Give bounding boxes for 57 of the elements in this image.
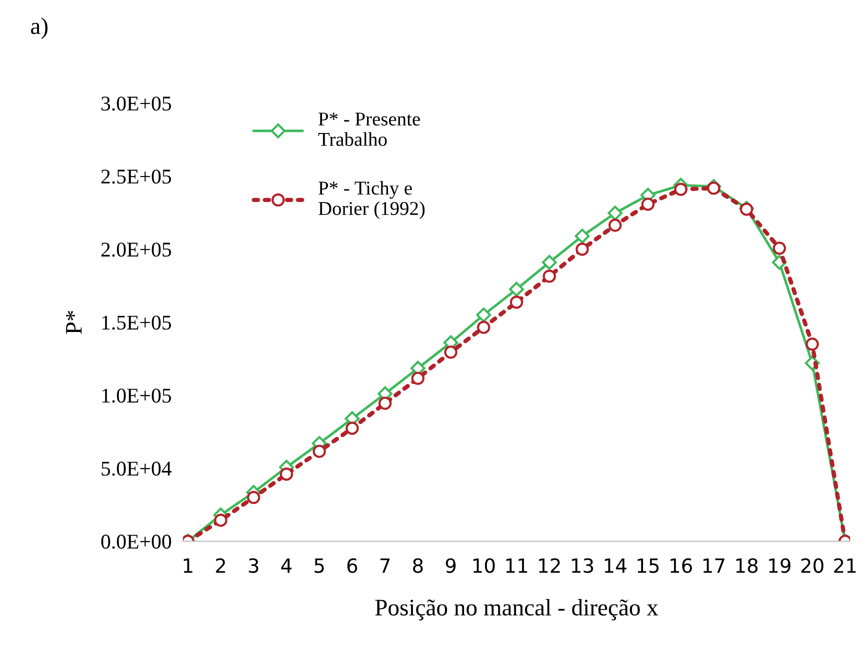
legend-label: P* - Presente Trabalho <box>318 112 420 146</box>
x-tick-label: 5 <box>314 558 324 573</box>
y-tick-label: 0.0E+00 <box>101 534 172 549</box>
x-tick-label: 14 <box>604 558 626 573</box>
point <box>674 182 688 196</box>
point <box>608 218 622 232</box>
point <box>576 242 589 256</box>
point <box>247 490 260 504</box>
x-tick-label: 10 <box>473 558 495 573</box>
x-tick-label: 16 <box>670 558 692 573</box>
x-tick-label: 11 <box>506 558 528 573</box>
y-axis-title: P* <box>66 310 82 334</box>
point <box>378 396 392 410</box>
legend-label: P* - Tichy e Dorier (1992) <box>318 181 425 220</box>
point <box>346 422 359 435</box>
point <box>542 270 556 283</box>
y-tick-label: 2.5E+05 <box>101 170 172 184</box>
point <box>574 228 590 244</box>
x-tick-label: 19 <box>769 558 790 573</box>
point <box>542 254 557 270</box>
point <box>444 346 458 359</box>
x-tick-label: 17 <box>703 558 724 573</box>
point <box>740 202 754 216</box>
point <box>509 282 524 297</box>
x-tick-label: 12 <box>539 558 560 573</box>
x-tick-label: 15 <box>638 558 659 573</box>
point <box>476 308 492 322</box>
x-tick-label: 8 <box>413 558 423 573</box>
y-tick-label: 2.0E+05 <box>101 242 172 257</box>
y-tick-label: 1.0E+05 <box>102 388 172 403</box>
y-tick-label: 3.0E+05 <box>101 96 172 111</box>
point <box>214 514 228 527</box>
point <box>806 338 819 351</box>
x-tick-label: 20 <box>801 558 824 573</box>
point <box>707 182 720 195</box>
x-axis-title: Posição no mancal - direção x <box>375 598 658 620</box>
point <box>641 198 655 211</box>
x-tick-label: 6 <box>347 558 358 573</box>
point <box>280 467 294 481</box>
x-tick-label: 18 <box>736 558 758 573</box>
point <box>510 296 524 309</box>
x-tick-label: 21 <box>834 558 856 573</box>
x-tick-label: 3 <box>248 558 258 573</box>
x-tick-label: 2 <box>216 558 225 573</box>
x-tick-label: 13 <box>572 558 594 573</box>
x-tick-label: 1 <box>184 558 192 573</box>
y-tick-label: 1.5E+05 <box>102 316 172 330</box>
y-tick-label: 5.0E+04 <box>102 462 172 476</box>
x-tick-label: 4 <box>281 558 292 573</box>
x-tick-label: 9 <box>446 558 456 573</box>
point <box>608 206 623 221</box>
point <box>312 444 326 458</box>
x-tick-label: 7 <box>380 558 390 573</box>
point <box>477 320 490 334</box>
text: a) <box>31 18 48 39</box>
point <box>411 372 425 385</box>
point <box>772 242 786 255</box>
